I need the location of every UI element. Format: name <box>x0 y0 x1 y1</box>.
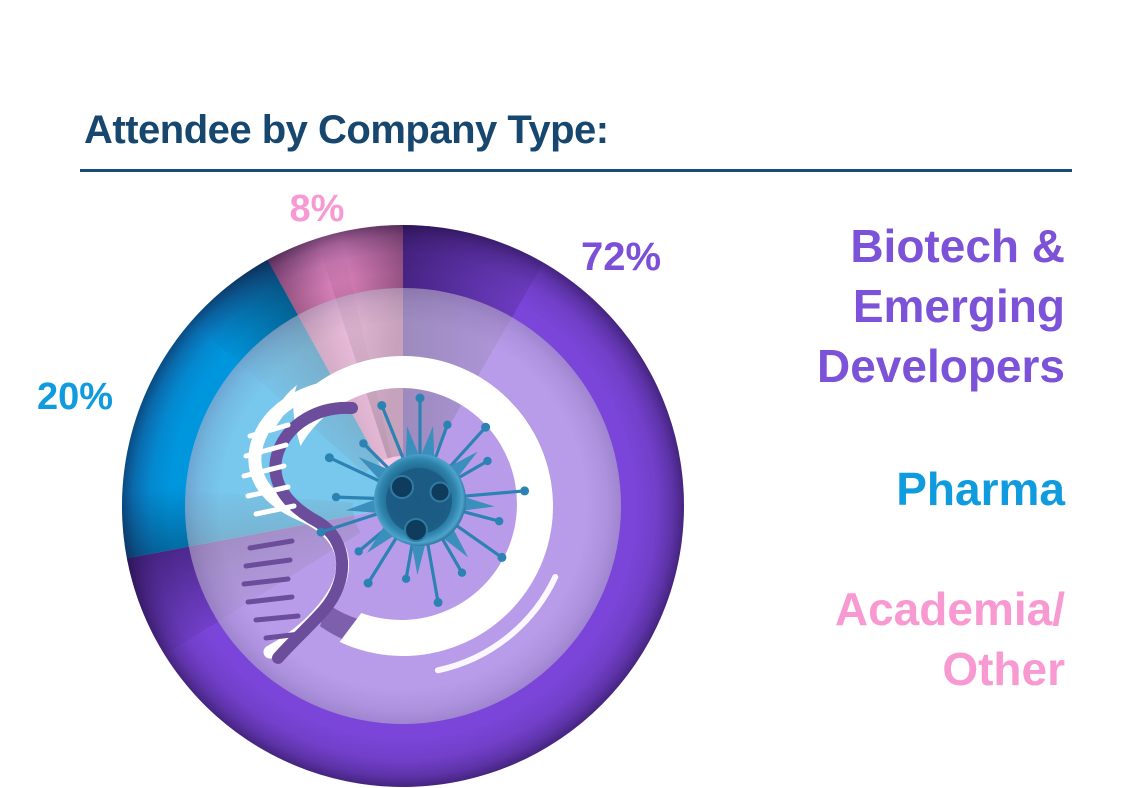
center-graphic <box>241 355 559 674</box>
legend-item-academia: Academia/ Other <box>645 579 1065 699</box>
legend-line: Other <box>942 643 1065 695</box>
value-label-biotech: 72% <box>580 235 662 279</box>
virus-spike-tips <box>316 393 530 607</box>
legend-line: Developers <box>816 340 1065 392</box>
virus-spikes <box>320 398 525 603</box>
value-label-pharma: 20% <box>36 376 114 418</box>
dna-rungs-purple <box>241 538 303 641</box>
title-underline <box>80 169 1072 172</box>
legend-line: Biotech & <box>850 220 1065 272</box>
virus-particle <box>316 393 530 607</box>
legend-line: Academia/ <box>834 583 1065 635</box>
legend-line: Pharma <box>896 463 1065 515</box>
legend-item-pharma: Pharma <box>645 459 1065 519</box>
white-swoosh-tail <box>434 574 559 674</box>
purple-swoosh <box>320 362 553 653</box>
virus-pores <box>390 475 451 542</box>
dna-rungs-white <box>241 422 297 517</box>
page-title: Attendee by Company Type: <box>84 108 609 152</box>
value-label-academia: 8% <box>289 188 345 230</box>
legend-line: Emerging <box>852 280 1065 332</box>
legend-item-biotech: Biotech & Emerging Developers <box>645 216 1065 396</box>
virus-cone-spikes <box>345 426 495 575</box>
dna-helix <box>241 379 358 664</box>
